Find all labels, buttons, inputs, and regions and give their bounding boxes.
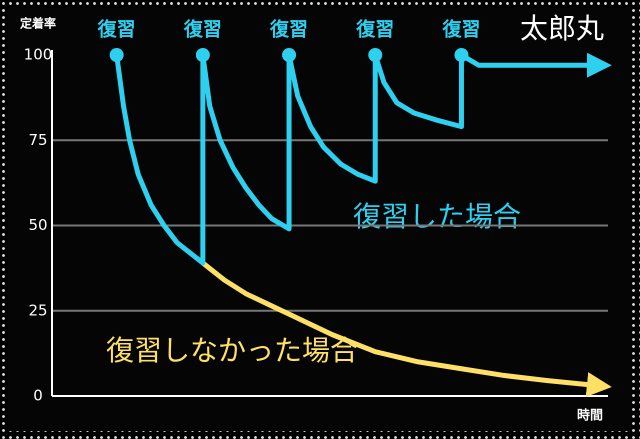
review-label: 復習 bbox=[441, 18, 480, 41]
x-axis-label: 時間 bbox=[577, 408, 603, 424]
y-tick-label: 25 bbox=[28, 301, 47, 319]
y-tick-label: 50 bbox=[28, 216, 47, 234]
series-label: 復習した場合 bbox=[353, 200, 521, 233]
series-label: 復習しなかった場合 bbox=[106, 334, 358, 367]
review-label: 復習 bbox=[183, 18, 222, 41]
review-label: 復習 bbox=[97, 18, 136, 41]
review-dot bbox=[368, 48, 383, 62]
review-dot bbox=[195, 48, 210, 62]
review-dot bbox=[282, 48, 297, 62]
review-label: 復習 bbox=[269, 18, 308, 41]
review-dot bbox=[109, 48, 124, 62]
y-tick-label: 75 bbox=[28, 131, 47, 149]
watermark: 太郎丸 bbox=[520, 12, 604, 45]
y-axis-label: 定着率 bbox=[20, 16, 56, 31]
review-dot bbox=[454, 48, 469, 62]
review-label: 復習 bbox=[355, 18, 394, 41]
line bbox=[114, 52, 612, 266]
y-tick-label: 0 bbox=[33, 387, 43, 405]
frame bbox=[8, 8, 632, 431]
line bbox=[201, 261, 612, 397]
y-tick-label: 100 bbox=[24, 46, 53, 64]
